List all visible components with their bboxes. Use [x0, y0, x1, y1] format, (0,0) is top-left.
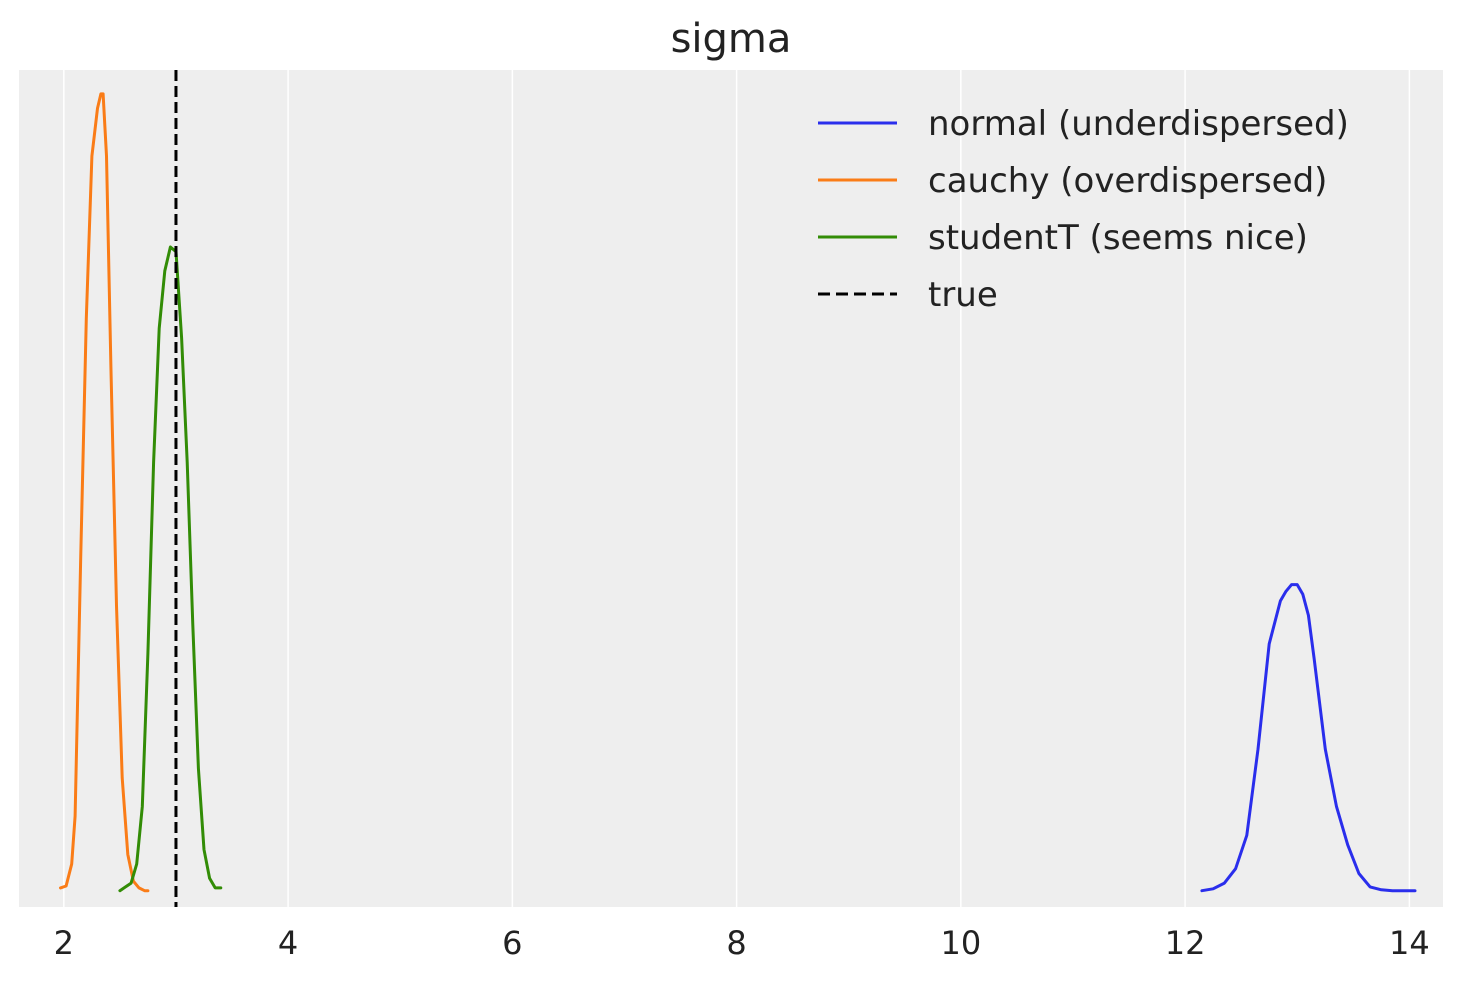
series-line-2	[118, 245, 223, 893]
plot-background	[19, 70, 1443, 907]
chart-title: sigma	[671, 16, 792, 62]
x-tick-label-6: 6	[502, 924, 522, 962]
x-tick-label-10: 10	[940, 924, 981, 962]
legend-label-2: studentT (seems nice)	[928, 218, 1308, 258]
x-tick-label-12: 12	[1165, 924, 1206, 962]
x-tick-label-4: 4	[278, 924, 298, 962]
x-axis-ticks: 2 4 6 8 10 12 14	[54, 924, 1430, 962]
series-line-1	[59, 92, 150, 893]
series-line-0	[1200, 583, 1417, 893]
legend-label-3: true	[928, 275, 998, 315]
series-layer	[59, 70, 1417, 907]
legend-label-0: normal (underdispersed)	[928, 104, 1349, 144]
x-tick-label-2: 2	[54, 924, 74, 962]
x-tick-label-8: 8	[726, 924, 746, 962]
x-tick-label-14: 14	[1389, 924, 1430, 962]
legend: normal (underdispersed) cauchy (overdispe…	[818, 104, 1349, 315]
grid-lines	[63, 70, 1411, 907]
legend-label-1: cauchy (overdispersed)	[928, 161, 1327, 201]
